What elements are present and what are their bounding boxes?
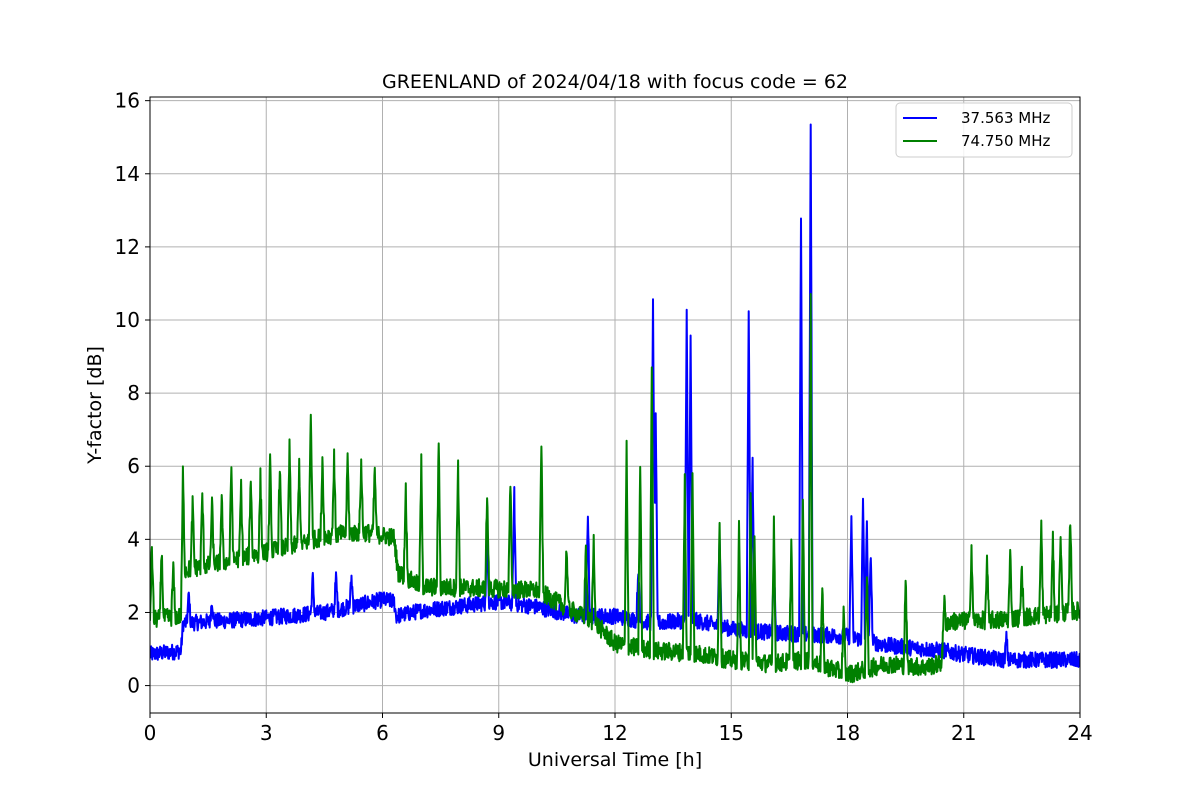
chart-title: GREENLAND of 2024/04/18 with focus code … bbox=[382, 71, 848, 93]
x-tick-label: 15 bbox=[719, 721, 744, 745]
series-lines bbox=[150, 123, 1080, 684]
x-tick-label: 3 bbox=[260, 721, 273, 745]
plot-area bbox=[150, 123, 1080, 684]
y-tick-label: 16 bbox=[115, 89, 140, 113]
x-tick-label: 21 bbox=[951, 721, 976, 745]
series-line-37-563-MHz bbox=[150, 123, 1080, 669]
x-tick-label: 9 bbox=[492, 721, 505, 745]
y-axis-label: Y-factor [dB] bbox=[84, 346, 106, 465]
y-tick-label: 14 bbox=[115, 162, 140, 186]
legend-label-37-563: 37.563 MHz bbox=[961, 109, 1050, 127]
x-tick-label: 24 bbox=[1067, 721, 1092, 745]
y-tick-label: 4 bbox=[127, 527, 140, 551]
x-tick-label: 0 bbox=[144, 721, 157, 745]
x-axis-label: Universal Time [h] bbox=[528, 749, 702, 771]
y-tick-label: 6 bbox=[127, 454, 140, 478]
x-tick-label: 18 bbox=[835, 721, 860, 745]
y-tick-label: 2 bbox=[127, 600, 140, 624]
y-tick-label: 8 bbox=[127, 381, 140, 405]
x-tick-label: 12 bbox=[602, 721, 627, 745]
y-tick-label: 10 bbox=[115, 308, 140, 332]
y-tick-label: 12 bbox=[115, 235, 140, 259]
y-tick-label: 0 bbox=[127, 674, 140, 698]
legend-box bbox=[895, 102, 1073, 158]
legend-label-74-750: 74.750 MHz bbox=[961, 132, 1050, 150]
plot-frame bbox=[149, 96, 1081, 714]
x-tick-label: 6 bbox=[376, 721, 389, 745]
series-line-74-750-MHz bbox=[150, 293, 1080, 684]
legend: 37.563 MHz 74.750 MHz bbox=[895, 102, 1073, 158]
